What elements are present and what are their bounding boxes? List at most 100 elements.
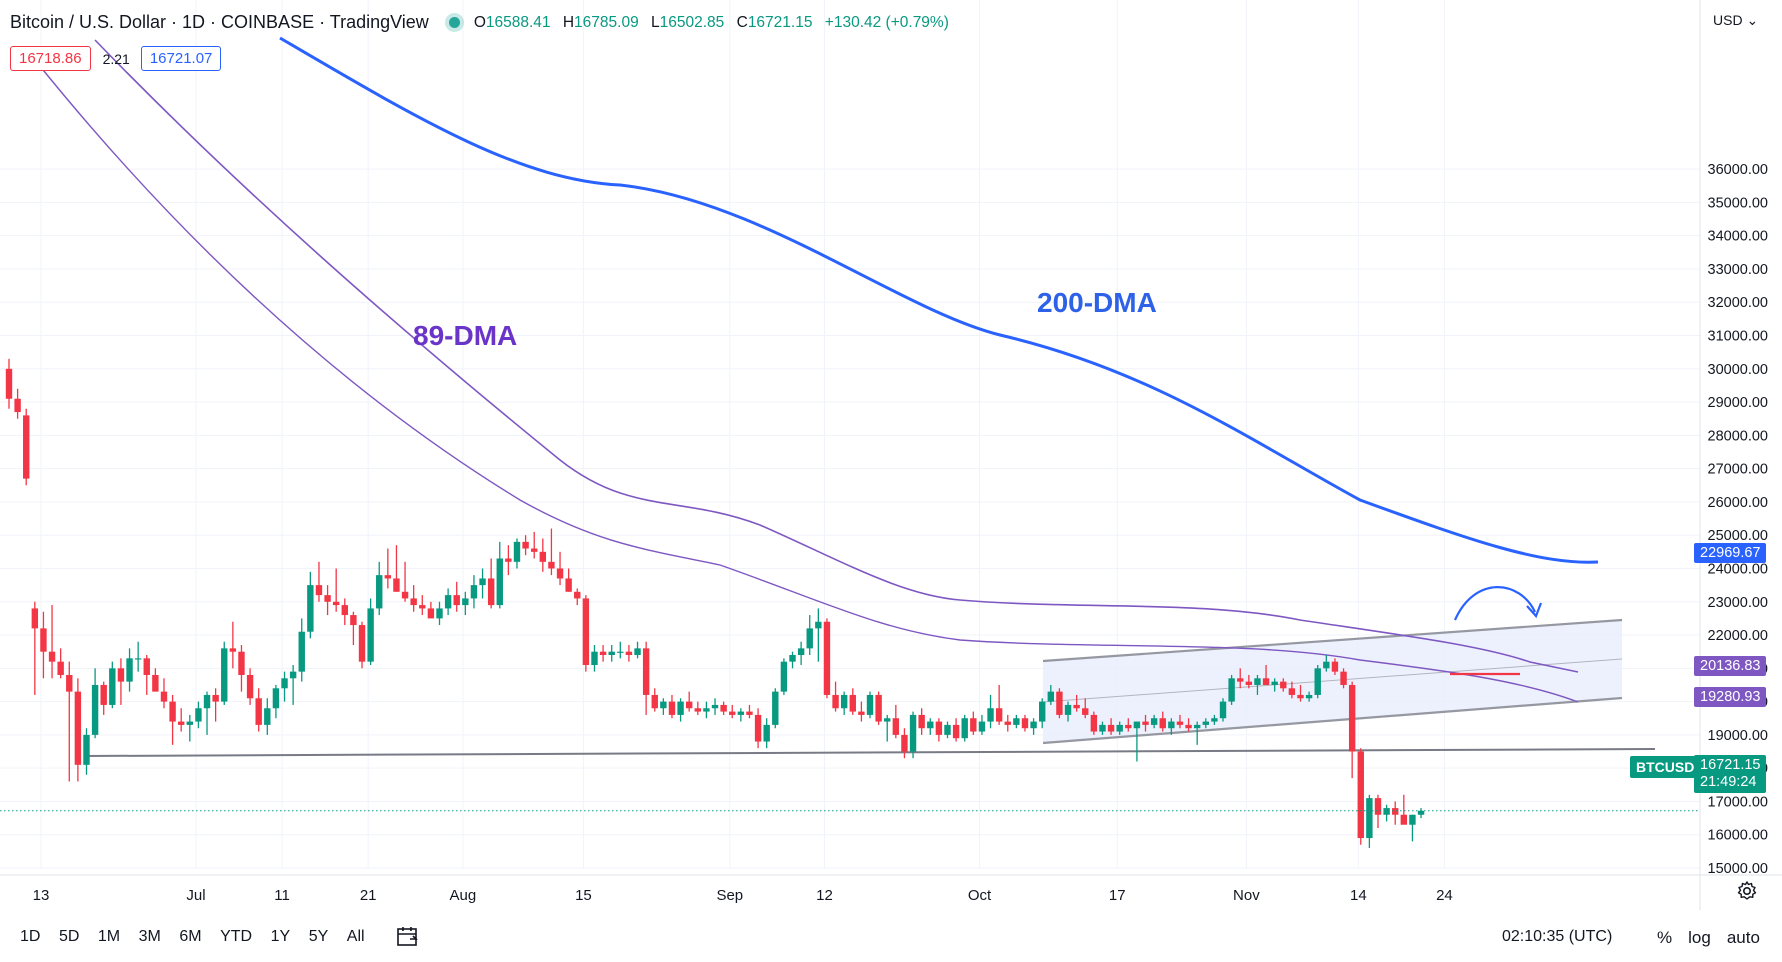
- ma200-price-tag: 22969.67: [1694, 543, 1767, 563]
- candle-body: [952, 724, 960, 739]
- candle-body: [1417, 810, 1425, 815]
- candle-body: [1133, 721, 1141, 729]
- time-tick-label: Sep: [716, 887, 743, 904]
- candle-body: [651, 694, 658, 709]
- price-tick-label: 33000.00: [1708, 262, 1768, 278]
- candle-body: [720, 704, 727, 712]
- price-tick-label: 36000.00: [1708, 162, 1768, 178]
- candle-body: [1219, 701, 1227, 719]
- candle-body: [1004, 721, 1011, 725]
- bottom-toolbar: [0, 910, 1782, 962]
- auto-scale-button[interactable]: auto: [1726, 928, 1760, 947]
- currency-selector[interactable]: USD ⌄: [1713, 12, 1759, 28]
- candle-body: [1193, 724, 1201, 729]
- candle-body: [358, 625, 366, 662]
- candle-body: [668, 701, 676, 715]
- candle-body: [23, 415, 30, 479]
- price-tick-label: 17000.00: [1708, 794, 1768, 810]
- candle-body: [134, 658, 142, 660]
- candle-body: [487, 578, 495, 606]
- candle-body: [1142, 721, 1149, 725]
- candle-body: [1288, 688, 1296, 695]
- range-6m[interactable]: 6M: [179, 928, 202, 945]
- candle-body: [608, 651, 615, 656]
- candle-body: [376, 575, 383, 609]
- candle-body: [1237, 678, 1244, 682]
- symbol-price-tag: BTCUSD: [1630, 756, 1701, 778]
- candle-body: [1357, 751, 1364, 839]
- range-3m[interactable]: 3M: [138, 928, 161, 945]
- time-tick-label: 12: [816, 887, 833, 904]
- last-price: 16721.15: [1700, 757, 1761, 773]
- ma-lower-price-tag: 19280.93: [1694, 687, 1767, 707]
- candle-body: [31, 608, 39, 629]
- range-1d[interactable]: 1D: [20, 928, 41, 945]
- candle-body: [1314, 668, 1321, 695]
- candle-body: [1383, 808, 1390, 815]
- candle-body: [539, 551, 547, 562]
- range-all[interactable]: All: [346, 928, 365, 945]
- drawings: [0, 586, 1700, 812]
- candle-body: [978, 721, 986, 732]
- candle-body: [694, 708, 701, 712]
- range-ytd[interactable]: YTD: [220, 928, 253, 945]
- candle-body: [221, 648, 228, 702]
- candle-body: [505, 558, 512, 562]
- candle-body: [1090, 714, 1098, 732]
- range-5y[interactable]: 5Y: [308, 928, 329, 945]
- ma89-lower-line: [34, 59, 1579, 703]
- price-tick-label: 24000.00: [1708, 561, 1768, 577]
- candle-body: [1262, 678, 1270, 685]
- candle-body: [789, 655, 796, 662]
- utc-clock[interactable]: 02:10:35 (UTC): [1502, 928, 1613, 945]
- candle-body: [100, 684, 107, 705]
- price-tick-label: 34000.00: [1708, 229, 1768, 245]
- range-1y[interactable]: 1Y: [270, 928, 291, 945]
- candle-body: [1168, 721, 1175, 729]
- candle-body: [401, 591, 409, 599]
- candle-body: [298, 631, 305, 672]
- candle-body: [1305, 694, 1313, 699]
- candle-body: [1366, 798, 1373, 839]
- candle-body: [1228, 678, 1235, 702]
- candle-body: [109, 668, 116, 705]
- log-scale-button[interactable]: log: [1688, 928, 1711, 947]
- arrowhead-icon: [1526, 602, 1543, 619]
- candle-body: [1021, 718, 1029, 729]
- bid-ask: 16718.86 2.21 16721.07: [10, 46, 222, 71]
- candle-body: [1099, 724, 1106, 732]
- gear-icon[interactable]: [1736, 880, 1758, 902]
- candle-body: [444, 595, 452, 609]
- candle-body: [1348, 684, 1356, 752]
- range-5d[interactable]: 5D: [58, 928, 80, 945]
- candle-body: [1185, 724, 1192, 729]
- channel-fill: [1043, 620, 1622, 743]
- candle-body: [255, 698, 262, 725]
- candle-body: [272, 688, 280, 709]
- calendar-goto-icon[interactable]: [396, 926, 420, 948]
- candle-body: [832, 694, 839, 709]
- candle-body: [995, 708, 1003, 722]
- candle-body: [935, 721, 943, 735]
- candle-body: [1056, 691, 1063, 715]
- candle-body: [884, 718, 891, 722]
- candle-body: [574, 591, 581, 599]
- sell-button[interactable]: 16718.86: [10, 46, 91, 71]
- time-tick-label: 11: [274, 887, 290, 904]
- time-axis[interactable]: 13 Jul 11 21 Aug 15 Sep 12 Oct 17 Nov 14 24: [33, 887, 1453, 904]
- buy-button[interactable]: 16721.07: [140, 46, 222, 71]
- curved-arrow: [1453, 586, 1536, 621]
- candle-body: [1125, 724, 1132, 729]
- range-1m[interactable]: 1M: [97, 928, 121, 945]
- candle-body: [169, 701, 176, 722]
- percent-scale-button[interactable]: %: [1657, 928, 1673, 947]
- support-line: [84, 748, 1656, 757]
- symbol-title[interactable]: Bitcoin / U.S. Dollar · 1D · COINBASE · …: [10, 12, 429, 32]
- price-chart[interactable]: 15000.0016000.0017000.0018000.0019000.00…: [0, 0, 1782, 910]
- time-tick-label: 24: [1436, 887, 1453, 904]
- candle-body: [178, 721, 185, 725]
- price-tick-label: 30000.00: [1708, 362, 1768, 378]
- candle-body: [1323, 661, 1330, 669]
- time-tick-label: Aug: [450, 887, 477, 904]
- candle-body: [436, 608, 443, 619]
